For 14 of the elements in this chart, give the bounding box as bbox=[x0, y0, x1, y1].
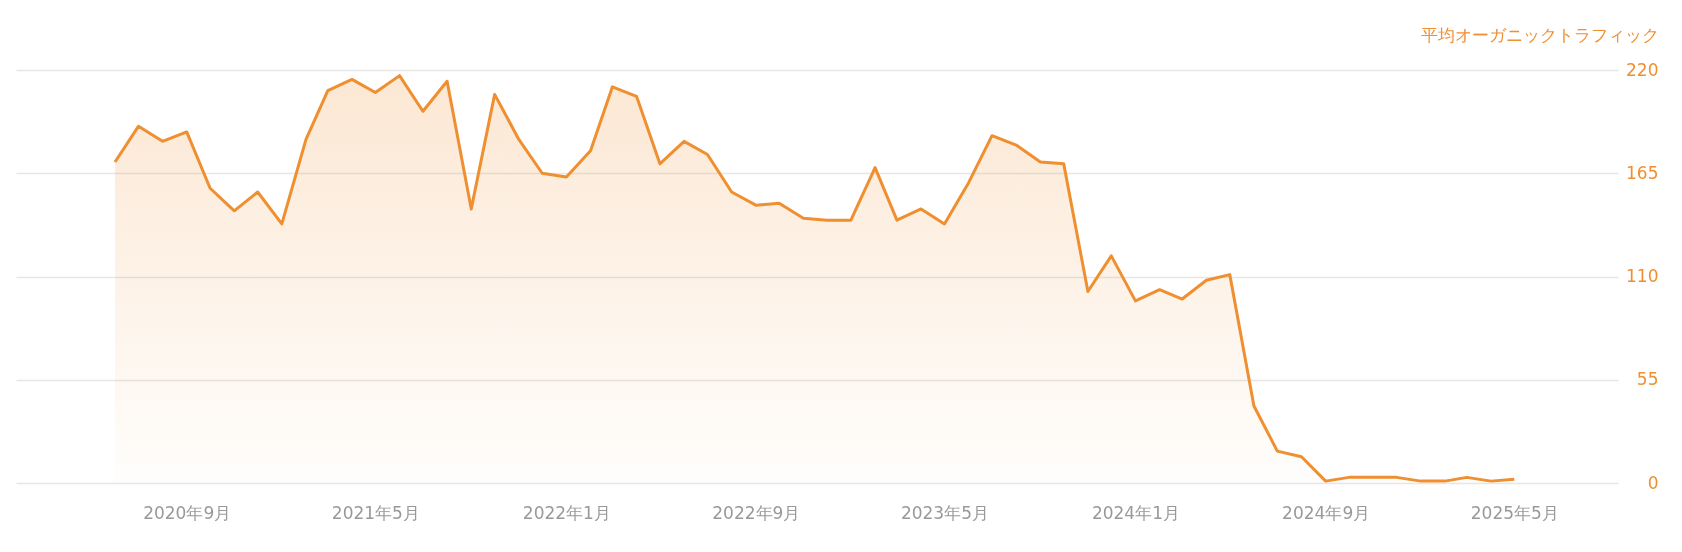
y-tick-label: 220 bbox=[1626, 59, 1659, 80]
x-tick-label: 2021年5月 bbox=[331, 502, 420, 523]
x-tick-label: 2022年1月 bbox=[522, 502, 611, 523]
y-axis-title: 平均オーガニックトラフィック bbox=[1420, 24, 1659, 45]
y-tick-label: 165 bbox=[1626, 162, 1659, 183]
y-tick-label: 55 bbox=[1636, 369, 1659, 390]
x-tick-label: 2023年5月 bbox=[900, 502, 990, 523]
y-tick-label: 0 bbox=[1647, 472, 1659, 493]
x-tick-label: 2024年9月 bbox=[1282, 502, 1371, 523]
x-tick-label: 2020年9月 bbox=[143, 502, 232, 523]
x-tick-label: 2024年1月 bbox=[1091, 502, 1180, 523]
x-tick-label: 2025年5月 bbox=[1470, 502, 1559, 523]
x-tick-label: 2022年9月 bbox=[712, 502, 801, 523]
y-tick-label: 110 bbox=[1626, 266, 1659, 286]
